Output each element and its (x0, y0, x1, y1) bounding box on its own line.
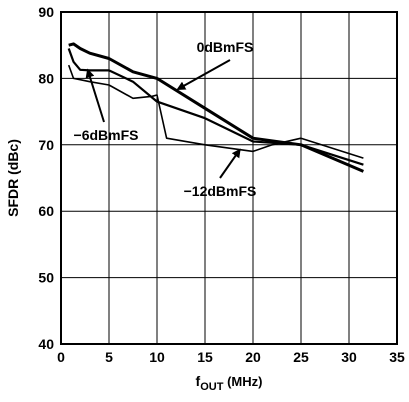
series-line-1 (67, 48, 364, 166)
y-tick-label: 90 (38, 4, 54, 20)
annotation-arrow (176, 59, 231, 91)
grid-lines (61, 12, 397, 344)
annotation-label: −12dBmFS (184, 183, 257, 199)
y-tick-label: 60 (38, 203, 54, 219)
x-tick-label: 25 (293, 349, 309, 365)
x-axis-title-sub: OUT (200, 381, 224, 393)
x-axis-title: fOUT (MHz) (196, 373, 263, 393)
plot-frame (60, 11, 398, 345)
series-line-2 (67, 64, 364, 159)
annotation-arrow (85, 68, 105, 123)
x-tick-label: 20 (245, 349, 261, 365)
x-tick-label: 15 (197, 349, 213, 365)
y-tick-label: 80 (38, 70, 54, 86)
annotations: 0dBmFS −6dBmFS −12dBmFS (74, 39, 257, 199)
tick-labels: 0 5 10 15 20 25 30 35 40 50 60 70 80 90 (38, 4, 405, 365)
annotation-arrow (219, 148, 241, 179)
x-tick-label: 10 (149, 349, 165, 365)
annotation-label: 0dBmFS (197, 39, 254, 55)
x-tick-label: 35 (389, 349, 405, 365)
y-tick-label: 50 (38, 270, 54, 286)
x-tick-label: 0 (57, 349, 65, 365)
x-axis-title-unit: (MHz) (223, 374, 262, 389)
x-tick-label: 30 (341, 349, 357, 365)
x-tick-label: 5 (105, 349, 113, 365)
annotation-label: −6dBmFS (74, 127, 139, 143)
x-axis-title-main: f (196, 373, 201, 389)
y-axis-title: SFDR (dBc) (5, 139, 21, 217)
series-lines (67, 42, 364, 173)
series-line-0 (68, 42, 364, 173)
y-tick-label: 40 (38, 336, 54, 352)
y-tick-label: 70 (38, 137, 54, 153)
